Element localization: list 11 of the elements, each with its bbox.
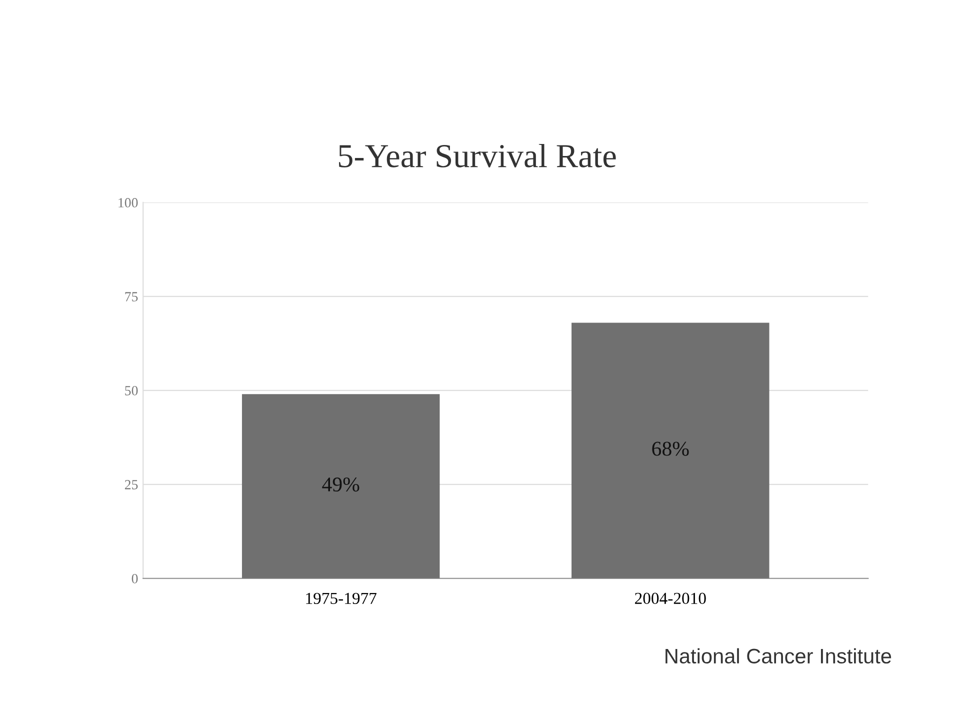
x-tick-label: 2004-2010 xyxy=(635,592,706,604)
chart-title: 5-Year Survival Rate xyxy=(338,144,616,168)
y-tick-label: 100 xyxy=(118,198,138,208)
y-tick-label: 50 xyxy=(125,386,138,396)
text: National Cancer Institute xyxy=(666,648,892,664)
y-tick-label: 0 xyxy=(132,574,138,584)
data-label: 68% xyxy=(652,442,689,456)
y-tick-label: 75 xyxy=(125,292,138,302)
y-tick-label: 25 xyxy=(124,480,138,490)
data-label: 49% xyxy=(322,477,360,492)
x-tick-label: 1975-1977 xyxy=(306,592,376,604)
